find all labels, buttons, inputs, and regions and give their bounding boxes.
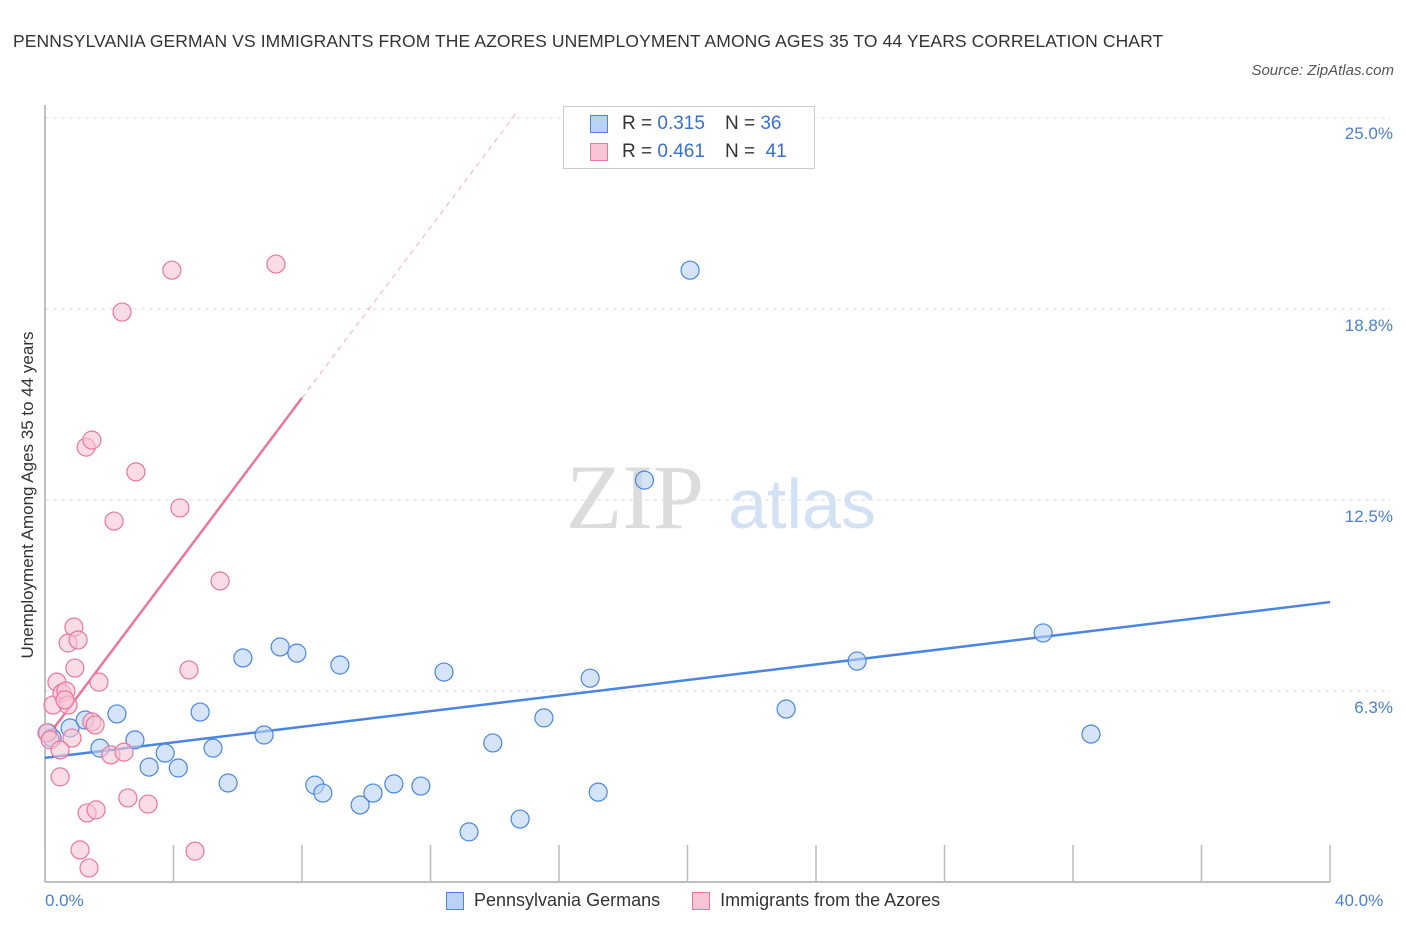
data-point [190,702,210,722]
data-point [233,648,253,668]
trend-line [44,397,303,741]
data-point [139,757,159,777]
watermark: ZIP [566,446,704,548]
data-point [847,651,867,671]
data-point [112,302,132,322]
data-point [125,730,145,750]
data-point [330,655,350,675]
data-point [65,658,85,678]
data-point [483,733,503,753]
data-point [50,767,70,787]
data-point [266,254,286,274]
stats-legend: R = 0.315 N = 36 R = 0.461 N = 41 [563,106,815,169]
data-point [459,822,479,842]
trend-line-extension [301,111,518,399]
data-point [50,740,70,760]
data-point [62,728,82,748]
data-point [86,800,106,820]
data-point [82,430,102,450]
data-point [89,672,109,692]
data-point [55,690,75,710]
data-point [350,795,370,815]
r-label: R = [622,141,653,162]
x-tick-label: 0.0% [45,891,84,910]
data-point [680,260,700,280]
data-point [126,462,146,482]
n-value: 41 [765,141,787,162]
data-point [210,571,230,591]
legend-row-pink: R = 0.461 N = 41 [590,140,787,164]
data-point [411,776,431,796]
data-point [1033,623,1053,643]
data-point [79,858,99,878]
r-value: 0.315 [657,113,705,134]
data-point [588,782,608,802]
r-value: 0.461 [657,141,705,162]
data-point [510,809,530,829]
data-point [104,511,124,531]
data-point [203,738,223,758]
y-tick-label: 12.5% [1344,507,1393,526]
data-point [776,699,796,719]
n-label: N = [724,141,756,162]
watermark-atlas: atlas [728,465,876,543]
source-label: Source: ZipAtlas.com [1251,62,1394,79]
data-point [118,788,138,808]
data-point [185,841,205,861]
data-point [138,794,158,814]
y-tick-label: 6.3% [1354,698,1393,717]
legend-label-blue: Pennsylvania Germans [474,890,661,910]
n-label: N = [724,113,756,134]
legend-label-pink: Immigrants from the Azores [720,890,941,910]
data-point [580,668,600,688]
data-point [68,630,88,650]
data-point [363,783,383,803]
data-point [168,758,188,778]
y-axis-title: Unemployment Among Ages 35 to 44 years [18,331,37,659]
data-point [313,783,333,803]
data-point [170,498,190,518]
data-point [270,637,290,657]
y-tick-label: 25.0% [1344,124,1393,143]
data-point [179,660,199,680]
series-legend: Pennsylvania Germans Immigrants from the… [446,890,940,911]
pink-swatch [692,891,711,910]
n-value: 36 [760,113,782,134]
data-point [155,743,175,763]
blue-swatch [590,115,608,133]
trend-line [44,600,1331,760]
data-point [384,774,404,794]
data-point [434,662,454,682]
r-label: R = [622,113,653,134]
data-point [162,260,182,280]
data-point [534,708,554,728]
data-point [634,470,655,490]
data-point [114,742,134,762]
x-tick-label: 40.0% [1335,891,1384,910]
blue-swatch [446,891,464,910]
data-point [218,773,238,793]
pink-swatch [590,143,608,161]
data-point [1081,724,1101,744]
chart-title: PENNSYLVANIA GERMAN VS IMMIGRANTS FROM T… [13,31,1164,51]
data-point [85,715,105,735]
data-point [70,840,90,860]
data-point [107,704,127,724]
data-point [254,725,274,745]
data-point [287,643,307,663]
y-tick-label: 18.8% [1344,316,1393,335]
legend-row-blue: R = 0.315 N = 36 [590,112,781,136]
